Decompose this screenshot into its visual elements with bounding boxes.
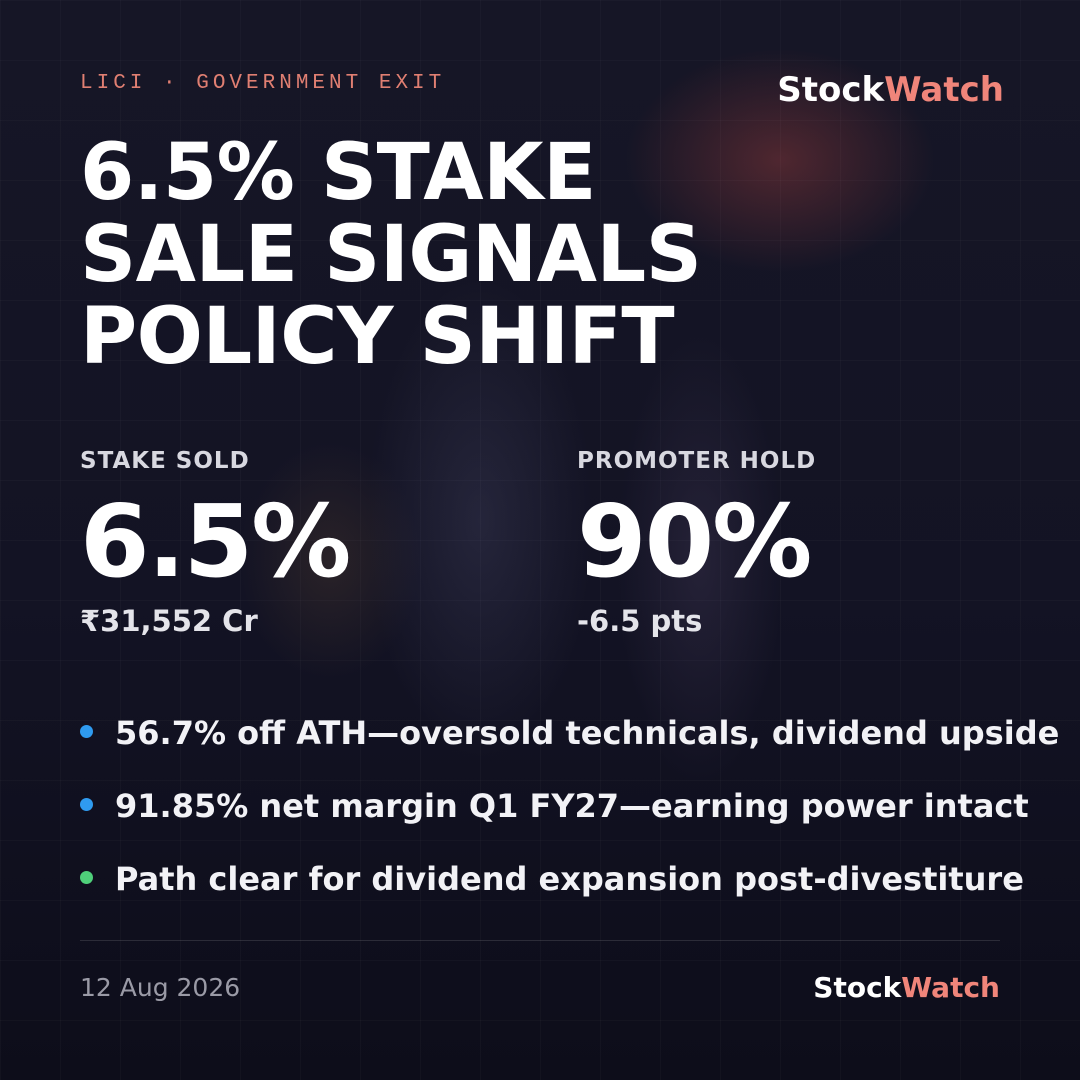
brand-part: Watch	[901, 971, 1000, 1004]
brand: StockWatch	[777, 70, 1004, 110]
stat-detail: ₹31,552 Cr	[80, 604, 258, 638]
bullet-text: Path clear for dividend expansion post-d…	[115, 860, 1024, 898]
stat-value: 90%	[577, 483, 812, 600]
brand-part: Stock	[777, 70, 885, 110]
brand-part: Watch	[884, 70, 1004, 110]
stat-label: STAKE SOLD	[80, 448, 250, 474]
stat-value: 6.5%	[80, 483, 351, 600]
stat: STAKE SOLD 6.5% ₹31,552 Cr	[80, 448, 500, 638]
bullet-dot	[80, 870, 93, 884]
eyebrow: LICI · GOVERNMENT EXIT	[80, 72, 446, 95]
bullet-dot	[80, 724, 93, 738]
brand: StockWatch	[813, 971, 1000, 1004]
bullet-text: 91.85% net margin Q1 FY27—earning power …	[115, 787, 1029, 825]
stat: PROMOTER HOLD 90% -6.5 pts	[577, 448, 997, 638]
bullet: Path clear for dividend expansion post-d…	[80, 860, 1024, 898]
date: 12 Aug 2026	[80, 973, 241, 1002]
bullet-text: 56.7% off ATH—oversold technicals, divid…	[115, 714, 1060, 752]
brand-part: Stock	[813, 971, 902, 1004]
headline: 6.5% STAKE SALE SIGNALS POLICY SHIFT	[80, 128, 702, 382]
bullet: 91.85% net margin Q1 FY27—earning power …	[80, 787, 1029, 825]
bullet-dot	[80, 797, 93, 811]
divider	[80, 940, 1000, 941]
stat-label: PROMOTER HOLD	[577, 448, 817, 474]
stat-detail: -6.5 pts	[577, 604, 703, 638]
bullet: 56.7% off ATH—oversold technicals, divid…	[80, 714, 1059, 752]
